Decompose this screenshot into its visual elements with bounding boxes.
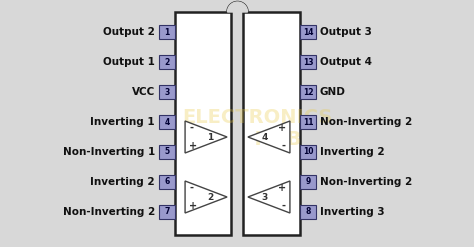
Text: Inverting 2: Inverting 2 xyxy=(320,147,384,157)
Polygon shape xyxy=(185,181,227,213)
Bar xyxy=(300,25,316,39)
Text: 3: 3 xyxy=(262,193,268,203)
Bar xyxy=(175,12,231,235)
Bar xyxy=(300,175,316,189)
Text: 4: 4 xyxy=(262,133,268,143)
Bar xyxy=(159,25,175,39)
Text: 1: 1 xyxy=(164,27,170,37)
Text: -: - xyxy=(189,123,193,133)
Text: Output 4: Output 4 xyxy=(320,57,372,67)
Polygon shape xyxy=(248,121,290,153)
Text: Output 3: Output 3 xyxy=(320,27,372,37)
Text: Output 1: Output 1 xyxy=(103,57,155,67)
Text: -: - xyxy=(282,201,286,211)
Text: -: - xyxy=(282,141,286,151)
Polygon shape xyxy=(248,181,290,213)
Text: GND: GND xyxy=(320,87,346,97)
Text: +: + xyxy=(278,123,286,133)
Text: Non-Inverting 2: Non-Inverting 2 xyxy=(63,207,155,217)
Bar xyxy=(159,205,175,219)
Text: Non-Inverting 1: Non-Inverting 1 xyxy=(63,147,155,157)
Bar xyxy=(244,12,300,235)
Bar xyxy=(159,175,175,189)
Text: 2: 2 xyxy=(164,58,170,66)
Bar xyxy=(159,85,175,99)
Text: ELECTRONICS
      HUB: ELECTRONICS HUB xyxy=(182,108,333,149)
Text: 9: 9 xyxy=(305,178,310,186)
Text: 7: 7 xyxy=(164,207,170,217)
Text: Non-Inverting 2: Non-Inverting 2 xyxy=(320,177,412,187)
Text: Non-Inverting 2: Non-Inverting 2 xyxy=(320,117,412,127)
Text: 10: 10 xyxy=(303,147,313,157)
Text: Inverting 1: Inverting 1 xyxy=(91,117,155,127)
Bar xyxy=(300,55,316,69)
Text: -: - xyxy=(189,183,193,193)
Text: 1: 1 xyxy=(207,133,213,143)
Bar xyxy=(300,145,316,159)
Text: Inverting 3: Inverting 3 xyxy=(320,207,384,217)
Bar xyxy=(159,55,175,69)
Bar xyxy=(159,145,175,159)
Bar xyxy=(159,115,175,129)
Text: +: + xyxy=(189,141,197,151)
Text: Inverting 2: Inverting 2 xyxy=(91,177,155,187)
Text: 5: 5 xyxy=(164,147,170,157)
Text: 13: 13 xyxy=(303,58,313,66)
Text: 3: 3 xyxy=(164,87,170,97)
Text: +: + xyxy=(278,183,286,193)
Text: 12: 12 xyxy=(303,87,313,97)
Bar xyxy=(300,205,316,219)
Text: +: + xyxy=(189,201,197,211)
Text: 4: 4 xyxy=(164,118,170,126)
Text: 2: 2 xyxy=(207,193,213,203)
Text: 8: 8 xyxy=(305,207,310,217)
Text: 11: 11 xyxy=(303,118,313,126)
Polygon shape xyxy=(185,121,227,153)
Text: VCC: VCC xyxy=(132,87,155,97)
Text: 6: 6 xyxy=(164,178,170,186)
Text: Output 2: Output 2 xyxy=(103,27,155,37)
Text: 14: 14 xyxy=(303,27,313,37)
Bar xyxy=(300,85,316,99)
Wedge shape xyxy=(228,2,247,12)
Bar xyxy=(300,115,316,129)
